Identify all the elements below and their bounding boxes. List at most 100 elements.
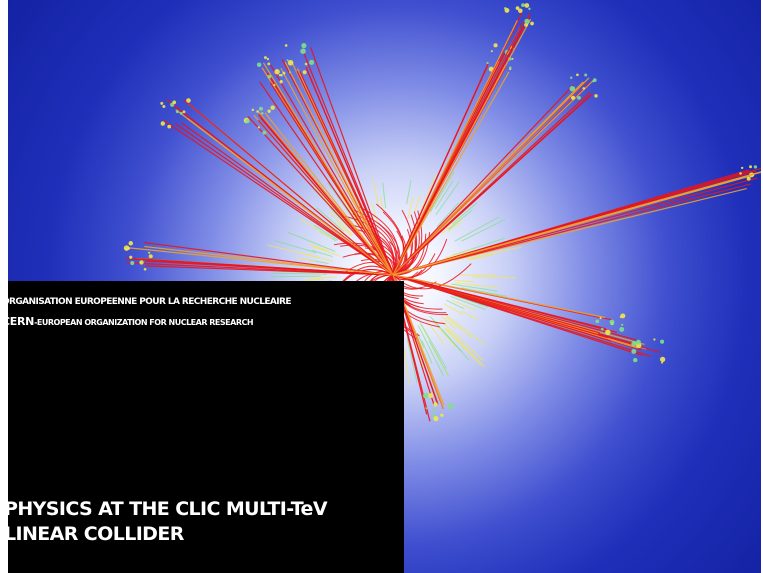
- calorimeter-hit: [316, 207, 345, 232]
- jet-hit: [749, 165, 753, 169]
- organization-acronym: CERN: [8, 315, 35, 328]
- jet-hit: [267, 62, 271, 66]
- jet-hit: [288, 71, 292, 74]
- jet-hit: [660, 339, 665, 344]
- calorimeter-hit: [421, 340, 433, 364]
- jet-hit: [569, 85, 576, 92]
- calorimeter-hit: [453, 279, 475, 283]
- jet-hit: [167, 124, 172, 129]
- calorimeter-hit: [311, 249, 333, 258]
- jet-track: [280, 67, 394, 276]
- jet-hit: [302, 70, 307, 75]
- jet-track: [284, 61, 394, 276]
- title-panel: ORGANISATION EUROPEENNE POUR LA RECHERCH…: [8, 281, 404, 573]
- jet-track: [301, 48, 394, 276]
- jet-hit: [160, 101, 164, 105]
- calorimeter-hit: [435, 181, 460, 216]
- jet-track: [259, 81, 394, 276]
- calorimeter-hit: [452, 202, 478, 225]
- calorimeter-hit: [372, 178, 379, 206]
- jet-hit: [619, 315, 622, 318]
- calorimeter-hit: [329, 206, 350, 229]
- jet-hit: [139, 260, 144, 265]
- organization-name-english-rest: -EUROPEAN ORGANIZATION FOR NUCLEAR RESEA…: [34, 318, 254, 327]
- jet-hit: [515, 6, 520, 10]
- calorimeter-hit: [371, 201, 378, 223]
- jet-hit: [304, 62, 308, 66]
- calorimeter-hit: [406, 180, 412, 205]
- jet-hit: [148, 251, 151, 254]
- organization-name-english: CERN-EUROPEAN ORGANIZATION FOR NUCLEAR R…: [8, 315, 254, 328]
- jet-hit: [524, 18, 530, 24]
- jet-hit: [179, 111, 183, 115]
- jet-track: [247, 116, 394, 276]
- calorimeter-hit: [272, 272, 327, 275]
- calorimeter-hit: [419, 323, 430, 341]
- jet-hit: [739, 172, 742, 175]
- jet-hit: [595, 319, 600, 324]
- jet-hit: [262, 130, 267, 135]
- jet-hit: [609, 319, 615, 325]
- calorimeter-hit: [451, 299, 476, 311]
- jet-hit: [661, 361, 664, 364]
- curled-track: [352, 213, 397, 276]
- jet-hit: [266, 57, 270, 61]
- jet-hit: [160, 121, 166, 126]
- calorimeter-hit: [466, 246, 522, 260]
- curled-track: [392, 274, 437, 289]
- jet-hit: [448, 403, 451, 406]
- jet-hit: [245, 119, 250, 124]
- calorimeter-hit: [450, 295, 486, 310]
- curled-track: [352, 224, 395, 276]
- jet-hit: [753, 165, 758, 169]
- jet-hit: [605, 329, 611, 336]
- jet-hit: [182, 110, 186, 114]
- jet-hit: [493, 43, 498, 48]
- calorimeter-hit: [406, 338, 418, 384]
- jet-hit: [432, 408, 436, 412]
- jet-track: [264, 112, 394, 276]
- jet-track: [262, 62, 394, 276]
- jet-track: [392, 84, 574, 276]
- calorimeter-hit: [413, 195, 421, 214]
- jet-hit: [518, 8, 523, 14]
- jet-hit: [509, 66, 512, 69]
- jet-hit: [592, 80, 595, 83]
- calorimeter-hit: [309, 276, 337, 279]
- jet-hit: [256, 110, 259, 113]
- jet-hit: [631, 348, 637, 354]
- jet-hit: [433, 416, 439, 422]
- calorimeter-hit: [454, 216, 500, 242]
- document-title: PHYSICS AT THE CLIC MULTI-TeV LINEAR COL…: [8, 497, 328, 547]
- jet-hit: [633, 357, 638, 363]
- calorimeter-hit: [461, 219, 506, 242]
- jet-hit: [129, 255, 133, 259]
- jet-hit: [524, 3, 530, 8]
- calorimeter-hit: [303, 278, 325, 281]
- calorimeter-hit: [440, 320, 484, 361]
- jet-hit: [582, 87, 586, 90]
- calorimeter-hit: [299, 218, 333, 239]
- jet-track: [392, 183, 751, 276]
- jet-hit: [130, 260, 135, 266]
- jet-hit: [258, 106, 263, 111]
- jet-hit: [636, 339, 641, 345]
- jet-hit: [270, 105, 275, 110]
- jet-track: [181, 122, 394, 276]
- jet-hit: [282, 71, 286, 75]
- jet-hit: [570, 76, 573, 79]
- jet-hit: [128, 241, 134, 246]
- jet-hit: [267, 74, 272, 79]
- jet-track: [392, 274, 606, 319]
- calorimeter-hit: [407, 196, 414, 219]
- calorimeter-hit: [434, 180, 454, 209]
- jet-hit: [287, 59, 294, 66]
- jet-hit: [162, 105, 166, 109]
- calorimeter-hit: [460, 310, 478, 321]
- calorimeter-hit: [443, 327, 482, 367]
- jet-hit: [528, 7, 531, 11]
- jet-hit: [257, 126, 260, 129]
- calorimeter-hit: [443, 303, 464, 315]
- jet-hit: [599, 316, 602, 320]
- calorimeter-hit: [430, 171, 455, 212]
